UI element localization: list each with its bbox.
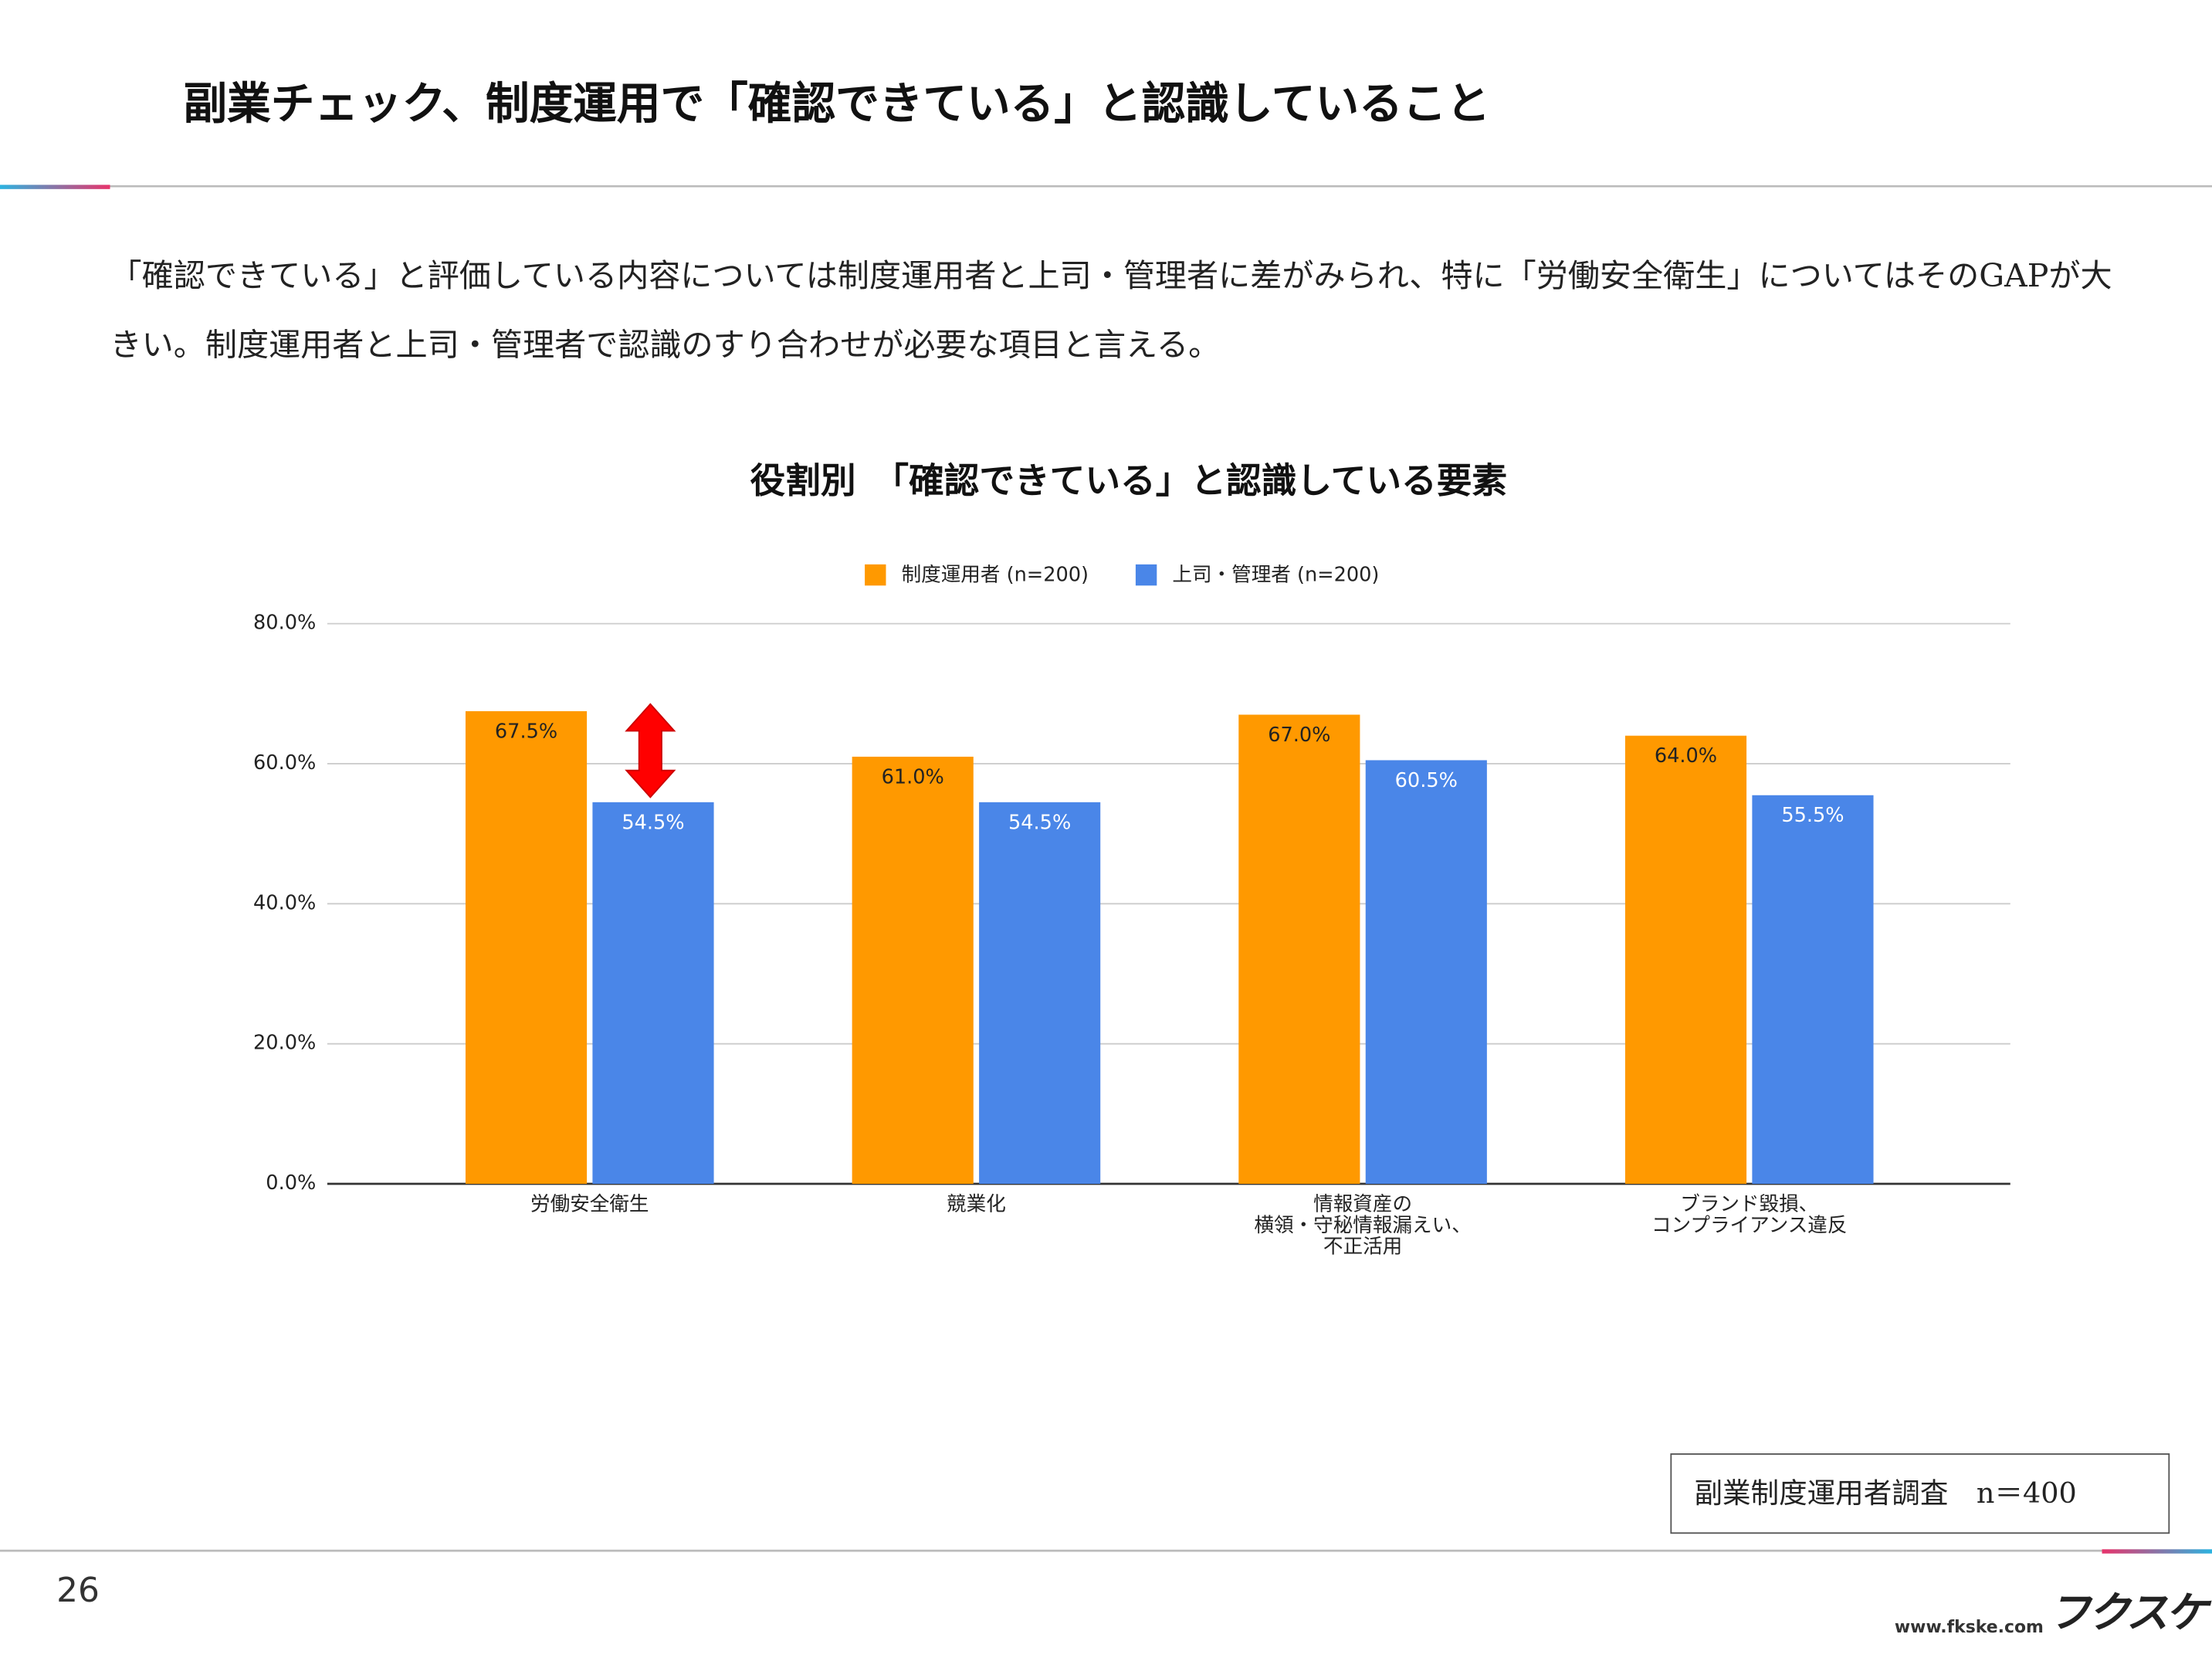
- logo: フクスケ: [2048, 1588, 2208, 1639]
- data-label: 60.5%: [1395, 769, 1458, 792]
- lead-text: 「確認できている」と評価している内容については制度運用者と上司・管理者に差がみら…: [110, 258, 2112, 364]
- data-label: 61.0%: [882, 765, 944, 788]
- bar: [1624, 735, 1747, 1185]
- bar: [979, 802, 1101, 1185]
- bar: [1238, 714, 1360, 1185]
- data-label: 54.5%: [622, 811, 684, 834]
- legend-label: 上司・管理者 (n=200): [1172, 563, 1379, 586]
- x-tick-label: 競業化: [947, 1193, 1006, 1217]
- y-tick-label: 40.0%: [253, 891, 316, 914]
- y-tick-label: 0.0%: [266, 1171, 316, 1195]
- x-tick-label: 情報資産の 横領・守秘情報漏えい、 不正活用: [1254, 1193, 1472, 1259]
- bar: [592, 802, 714, 1185]
- y-tick-label: 60.0%: [253, 751, 316, 775]
- y-tick-label: 80.0%: [253, 612, 316, 635]
- survey-note: 副業制度運用者調査 n＝400: [1670, 1453, 2170, 1534]
- url: www.fkske.com: [1894, 1616, 2044, 1637]
- bar: [1365, 760, 1487, 1185]
- page-number: 26: [56, 1570, 100, 1610]
- data-label: 67.0%: [1268, 724, 1330, 747]
- footer-accent: [2102, 1549, 2212, 1554]
- legend-swatch: [1135, 564, 1157, 586]
- data-label: 67.5%: [495, 720, 557, 743]
- bar: [852, 756, 974, 1185]
- gap-arrow: [625, 703, 676, 798]
- bar: [1752, 795, 1874, 1185]
- slide-title: 副業チェック、制度運用で「確認できている」と認識していること: [183, 79, 1491, 131]
- data-label: 54.5%: [1008, 811, 1071, 834]
- legend-label: 制度運用者 (n=200): [902, 563, 1089, 586]
- chart-title: 役割別 「確認できている」と認識している要素: [750, 459, 1507, 501]
- legend-swatch: [865, 564, 886, 586]
- plot: 0.0% 20.0% 40.0% 60.0% 80.0% 制度運用者 (n=200) 上司・…: [253, 563, 2010, 1195]
- bar: [465, 710, 588, 1185]
- x-tick-label: ブランド毀損、 コンプライアンス違反: [1651, 1193, 1848, 1238]
- data-label: 64.0%: [1655, 744, 1717, 768]
- y-tick-label: 20.0%: [253, 1032, 316, 1055]
- header-accent: [0, 185, 110, 189]
- data-label: 55.5%: [1781, 804, 1844, 827]
- x-tick-label: 労働安全衛生: [530, 1193, 649, 1217]
